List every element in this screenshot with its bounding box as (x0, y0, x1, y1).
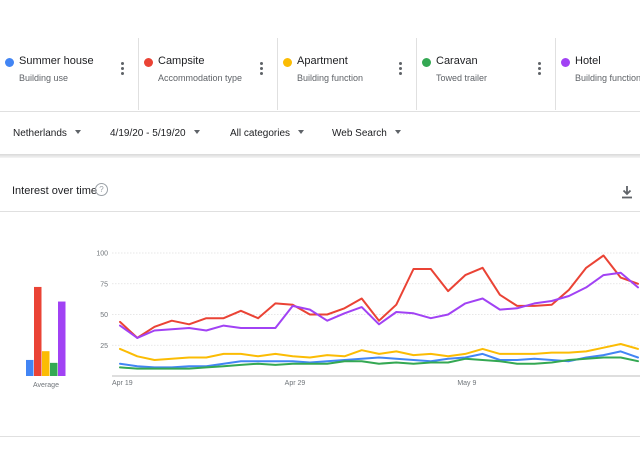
chevron-down-icon (74, 130, 81, 134)
region-label: Netherlands (13, 128, 67, 139)
search-type-label: Web Search (332, 128, 387, 139)
series-color-dot (144, 58, 153, 67)
chevron-down-icon (298, 130, 305, 134)
y-tick-label: 25 (100, 343, 108, 350)
term-card-apartment[interactable]: Apartment Building function (278, 38, 417, 110)
date-range-label: 4/19/20 - 5/19/20 (110, 128, 186, 139)
term-card-summer-house[interactable]: Summer house Building use (0, 38, 139, 110)
y-tick-label: 75 (100, 281, 108, 288)
more-options-icon[interactable] (538, 62, 541, 77)
term-name: Summer house (19, 55, 94, 67)
interest-over-time-chart: Average 25 50 75 100 Apr 19 Apr 29 May 9 (26, 251, 640, 389)
y-tick-label: 50 (100, 312, 108, 319)
term-category: Accommodation type (158, 73, 243, 83)
help-icon[interactable]: ? (95, 183, 108, 196)
series-line (119, 254, 639, 339)
average-bar (26, 359, 34, 376)
more-options-icon[interactable] (121, 62, 124, 77)
series-line (119, 350, 639, 369)
filter-bar: Netherlands 4/19/20 - 5/19/20 All catego… (0, 112, 640, 154)
series-line (119, 343, 639, 361)
term-category: Building use (19, 73, 69, 83)
average-bar (50, 362, 58, 376)
divider (0, 211, 640, 212)
series-line (119, 271, 639, 339)
average-bar (34, 286, 42, 376)
term-card-hotel[interactable]: Hotel Building function (556, 38, 640, 110)
download-icon[interactable] (620, 185, 634, 199)
series-color-dot (283, 58, 292, 67)
compare-terms-bar: Summer house Building use Campsite Accom… (0, 38, 640, 110)
x-tick-label: May 9 (457, 380, 476, 387)
term-category: Building function (297, 73, 364, 83)
section-shadow (0, 154, 640, 158)
term-name: Hotel (575, 55, 601, 67)
chevron-down-icon (193, 130, 200, 134)
x-tick-label: Apr 19 (112, 380, 133, 387)
term-name: Caravan (436, 55, 478, 67)
average-bar (42, 351, 50, 376)
series-color-dot (422, 58, 431, 67)
search-type-select[interactable]: Web Search (332, 128, 401, 139)
more-options-icon[interactable] (399, 62, 402, 77)
series-color-dot (561, 58, 570, 67)
term-card-campsite[interactable]: Campsite Accommodation type (139, 38, 278, 110)
region-select[interactable]: Netherlands (13, 128, 81, 139)
more-options-icon[interactable] (260, 62, 263, 77)
average-bar (58, 301, 66, 376)
term-name: Apartment (297, 55, 348, 67)
date-range-select[interactable]: 4/19/20 - 5/19/20 (110, 128, 200, 139)
chevron-down-icon (394, 130, 401, 134)
card-title: Interest over time (12, 185, 97, 197)
series-color-dot (5, 58, 14, 67)
term-card-caravan[interactable]: Caravan Towed trailer (417, 38, 556, 110)
category-label: All categories (230, 128, 291, 139)
series-line (119, 356, 639, 370)
y-tick-label: 100 (96, 251, 108, 258)
bar-axis-label: Average (33, 382, 59, 389)
category-select[interactable]: All categories (230, 128, 305, 139)
term-category: Building function (575, 73, 640, 83)
term-name: Campsite (158, 55, 205, 67)
divider (0, 436, 640, 437)
divider (0, 111, 640, 112)
term-category: Towed trailer (436, 73, 488, 83)
x-tick-label: Apr 29 (285, 380, 306, 387)
